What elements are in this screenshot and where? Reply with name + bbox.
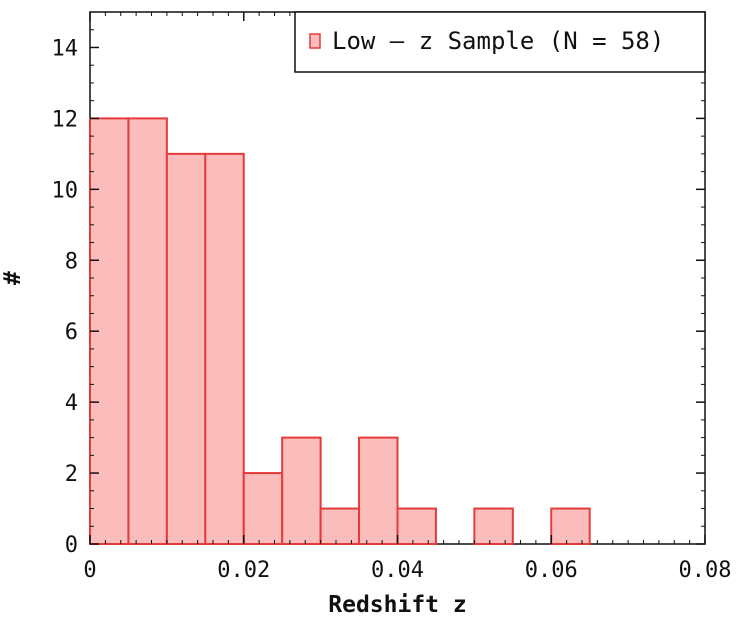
x-tick-label: 0.02 [217,558,270,583]
histogram-bar-12 [550,507,591,545]
histogram-bar-5 [281,436,322,546]
x-tick-label: 0 [83,558,96,583]
legend: Low — z Sample (N = 58) [294,11,706,73]
x-tick-label: 0.08 [679,558,732,583]
y-tick-label: 6 [65,320,78,345]
histogram-bar-7 [358,436,399,546]
legend-label: Low — z Sample (N = 58) [332,27,664,55]
y-tick-label: 4 [65,391,78,416]
y-tick-label: 2 [65,462,78,487]
y-tick-label: 10 [52,178,79,203]
histogram-bar-1 [127,117,168,546]
x-axis-title: Redshift z [328,592,466,618]
x-tick-label: 0.06 [525,558,578,583]
y-axis: 0 2 4 6 8 10 12 14 [52,11,705,558]
histogram-bar-4 [242,472,284,546]
y-tick-label: 12 [52,107,79,132]
legend-box [294,11,706,73]
histogram-bar-10 [473,507,514,545]
x-tick-label: 0.04 [371,558,424,583]
y-tick-label: 8 [65,249,78,274]
y-tick-label: 0 [65,533,78,558]
legend-swatch [309,33,321,49]
x-axis: 0 0.02 0.04 0.06 0.08 [83,12,731,583]
histogram-bar-8 [396,507,437,545]
bars-group [89,117,591,546]
histogram-bar-3 [204,152,245,545]
histogram-bar-2 [165,152,207,545]
y-tick-label: 14 [52,36,79,61]
y-axis-title: # [0,271,26,285]
histogram-bar-6 [319,507,361,545]
